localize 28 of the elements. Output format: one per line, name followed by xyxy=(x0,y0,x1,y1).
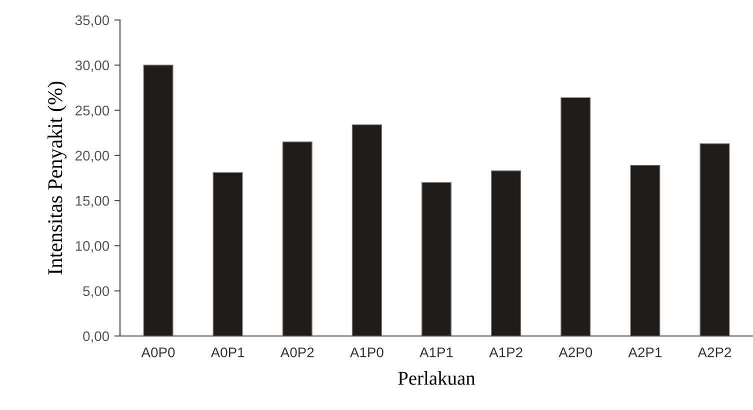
x-tick-label: A0P0 xyxy=(141,347,175,358)
bar xyxy=(491,170,522,336)
y-tick-label: 5,00 xyxy=(83,286,110,298)
y-tick-label: 25,00 xyxy=(76,106,110,118)
bar xyxy=(143,64,174,336)
bar xyxy=(352,124,382,336)
x-tick-label: A1P0 xyxy=(350,347,384,358)
y-tick-label: 15,00 xyxy=(76,196,110,208)
bar xyxy=(421,182,452,336)
y-axis-title: Intensitas Penyakit (%) xyxy=(48,82,66,274)
x-axis-title: Perlakuan xyxy=(398,371,476,385)
y-tick-label: 35,00 xyxy=(75,15,110,27)
bar xyxy=(212,172,243,336)
x-tick-label: A0P2 xyxy=(280,347,314,358)
x-tick-label: A1P2 xyxy=(489,347,522,358)
y-tick-label: 10,00 xyxy=(76,241,110,253)
y-tick-label: 0,00 xyxy=(83,331,110,343)
y-tick-label: 20,00 xyxy=(76,150,110,162)
x-tick-label: A0P1 xyxy=(210,347,244,358)
bar xyxy=(282,141,312,336)
bar xyxy=(630,164,660,336)
x-tick-label: A2P1 xyxy=(628,347,662,358)
x-tick-label: A2P2 xyxy=(698,347,732,358)
x-tick-label: A2P0 xyxy=(558,347,592,358)
x-tick-label: A1P1 xyxy=(420,348,453,358)
bar xyxy=(700,143,730,336)
bar xyxy=(560,97,591,336)
y-tick-label: 30,00 xyxy=(75,60,110,72)
